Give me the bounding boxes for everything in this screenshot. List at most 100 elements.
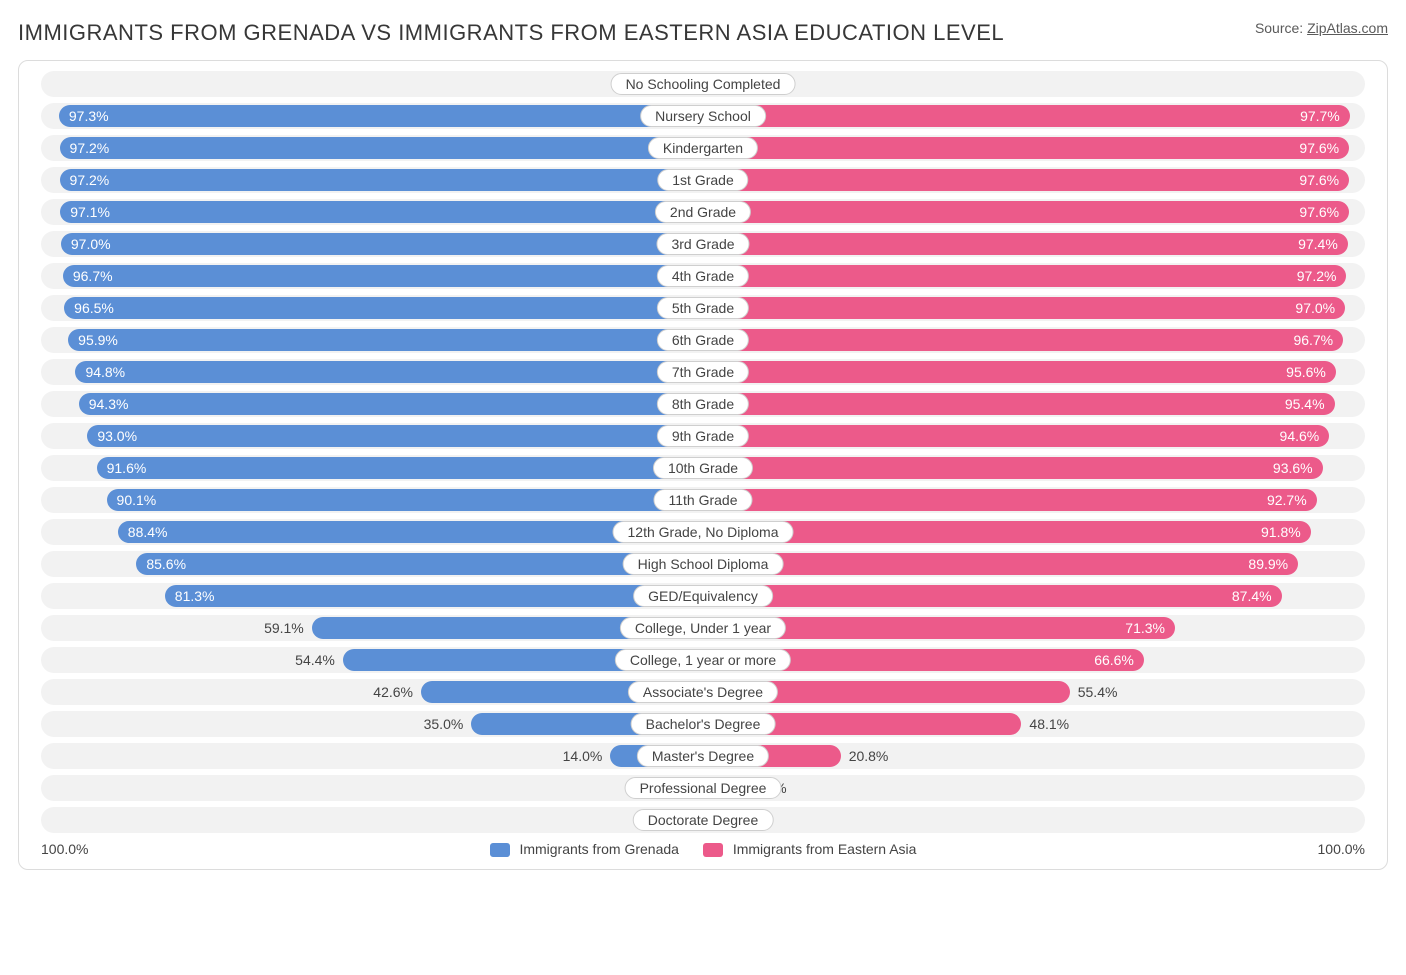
row-left-side: 1.4% <box>41 807 703 833</box>
bar-left <box>61 233 703 255</box>
chart-row: 96.5%97.0%5th Grade <box>41 295 1365 321</box>
bar-left <box>60 201 703 223</box>
value-label-left: 95.9% <box>78 327 118 353</box>
row-left-side: 14.0% <box>41 743 703 769</box>
value-label-right: 97.4% <box>1298 231 1338 257</box>
value-label-left: 93.0% <box>97 423 137 449</box>
row-right-side: 94.6% <box>703 423 1365 449</box>
value-label-left: 94.3% <box>89 391 129 417</box>
value-label-right: 20.8% <box>849 743 889 769</box>
value-label-left: 88.4% <box>128 519 168 545</box>
value-label-left: 97.2% <box>70 167 110 193</box>
bar-right <box>703 233 1348 255</box>
category-pill: 7th Grade <box>657 361 749 383</box>
row-left-side: 2.8% <box>41 71 703 97</box>
bar-right <box>703 329 1343 351</box>
chart-row: 54.4%66.6%College, 1 year or more <box>41 647 1365 673</box>
chart-row: 97.2%97.6%1st Grade <box>41 167 1365 193</box>
value-label-right: 71.3% <box>1125 615 1165 641</box>
bar-left <box>60 169 703 191</box>
category-pill: College, Under 1 year <box>620 617 786 639</box>
value-label-left: 91.6% <box>107 455 147 481</box>
chart-row: 1.4%3.0%Doctorate Degree <box>41 807 1365 833</box>
category-pill: High School Diploma <box>623 553 784 575</box>
row-right-side: 71.3% <box>703 615 1365 641</box>
row-left-side: 90.1% <box>41 487 703 513</box>
category-pill: Professional Degree <box>625 777 782 799</box>
chart-row: 59.1% 71.3% College, Under 1 year <box>41 615 1365 641</box>
row-left-side: 3.7% <box>41 775 703 801</box>
chart-row: 81.3%87.4%GED/Equivalency <box>41 583 1365 609</box>
bar-left <box>136 553 703 575</box>
value-label-left: 59.1% <box>264 615 304 641</box>
category-pill: 11th Grade <box>653 489 752 511</box>
row-right-side: 48.1% <box>703 711 1365 737</box>
value-label-right: 92.7% <box>1267 487 1307 513</box>
category-pill: Associate's Degree <box>628 681 778 703</box>
value-label-left: 97.1% <box>70 199 110 225</box>
chart-row: 97.2%97.6%Kindergarten <box>41 135 1365 161</box>
row-left-side: 94.8% <box>41 359 703 385</box>
chart-row: 42.6%55.4%Associate's Degree <box>41 679 1365 705</box>
value-label-left: 97.2% <box>70 135 110 161</box>
chart-area: 2.8%2.4%No Schooling Completed 97.3% 97.7%… <box>18 60 1388 870</box>
row-left-side: 97.2% <box>41 167 703 193</box>
bar-right <box>703 137 1349 159</box>
row-left-side: 59.1% <box>41 615 703 641</box>
row-right-side: 87.4% <box>703 583 1365 609</box>
bar-right <box>703 105 1350 127</box>
chart-container: IMMIGRANTS FROM GRENADA VS IMMIGRANTS FR… <box>0 0 1406 884</box>
value-label-right: 93.6% <box>1273 455 1313 481</box>
value-label-right: 97.2% <box>1297 263 1337 289</box>
bar-left <box>59 105 703 127</box>
category-pill: 9th Grade <box>657 425 749 447</box>
chart-row: 94.8%95.6%7th Grade <box>41 359 1365 385</box>
category-pill: Nursery School <box>640 105 766 127</box>
value-label-right: 48.1% <box>1029 711 1069 737</box>
row-left-side: 88.4% <box>41 519 703 545</box>
value-label-left: 97.3% <box>69 103 109 129</box>
bar-right <box>703 457 1323 479</box>
legend-label-grenada: Immigrants from Grenada <box>519 841 679 857</box>
chart-row: 90.1% 92.7% 11th Grade <box>41 487 1365 513</box>
rows-container: 2.8%2.4%No Schooling Completed 97.3% 97.7%… <box>41 71 1365 833</box>
chart-source: Source: ZipAtlas.com <box>1255 20 1388 36</box>
chart-header: IMMIGRANTS FROM GRENADA VS IMMIGRANTS FR… <box>18 20 1388 46</box>
value-label-right: 97.0% <box>1295 295 1335 321</box>
bar-right <box>703 265 1346 287</box>
category-pill: No Schooling Completed <box>611 73 796 95</box>
bar-left <box>60 137 703 159</box>
category-pill: 5th Grade <box>657 297 749 319</box>
value-label-right: 55.4% <box>1078 679 1118 705</box>
value-label-right: 87.4% <box>1232 583 1272 609</box>
source-link[interactable]: ZipAtlas.com <box>1307 20 1388 36</box>
row-left-side: 97.1% <box>41 199 703 225</box>
swatch-eastern-asia <box>703 843 723 857</box>
row-right-side: 95.4% <box>703 391 1365 417</box>
category-pill: Doctorate Degree <box>633 809 774 831</box>
row-right-side: 2.4% <box>703 71 1365 97</box>
row-left-side: 35.0% <box>41 711 703 737</box>
value-label-right: 66.6% <box>1094 647 1134 673</box>
axis-end-right: 100.0% <box>1318 841 1365 857</box>
bar-left <box>79 393 703 415</box>
category-pill: 8th Grade <box>657 393 749 415</box>
category-pill: Bachelor's Degree <box>631 713 776 735</box>
legend-label-eastern-asia: Immigrants from Eastern Asia <box>733 841 917 857</box>
category-pill: 2nd Grade <box>655 201 751 223</box>
bar-right <box>703 521 1311 543</box>
value-label-right: 94.6% <box>1280 423 1320 449</box>
value-label-right: 97.6% <box>1299 199 1339 225</box>
bar-right <box>703 393 1335 415</box>
legend-item-grenada: Immigrants from Grenada <box>490 841 679 857</box>
legend-row: 100.0% Immigrants from Grenada Immigrant… <box>41 841 1365 857</box>
row-right-side: 97.7% <box>703 103 1365 129</box>
value-label-right: 95.4% <box>1285 391 1325 417</box>
chart-row: 91.6%93.6%10th Grade <box>41 455 1365 481</box>
value-label-left: 94.8% <box>85 359 125 385</box>
legend-item-eastern-asia: Immigrants from Eastern Asia <box>703 841 917 857</box>
row-left-side: 93.0% <box>41 423 703 449</box>
category-pill: 4th Grade <box>657 265 749 287</box>
category-pill: 3rd Grade <box>656 233 749 255</box>
row-left-side: 96.7% <box>41 263 703 289</box>
